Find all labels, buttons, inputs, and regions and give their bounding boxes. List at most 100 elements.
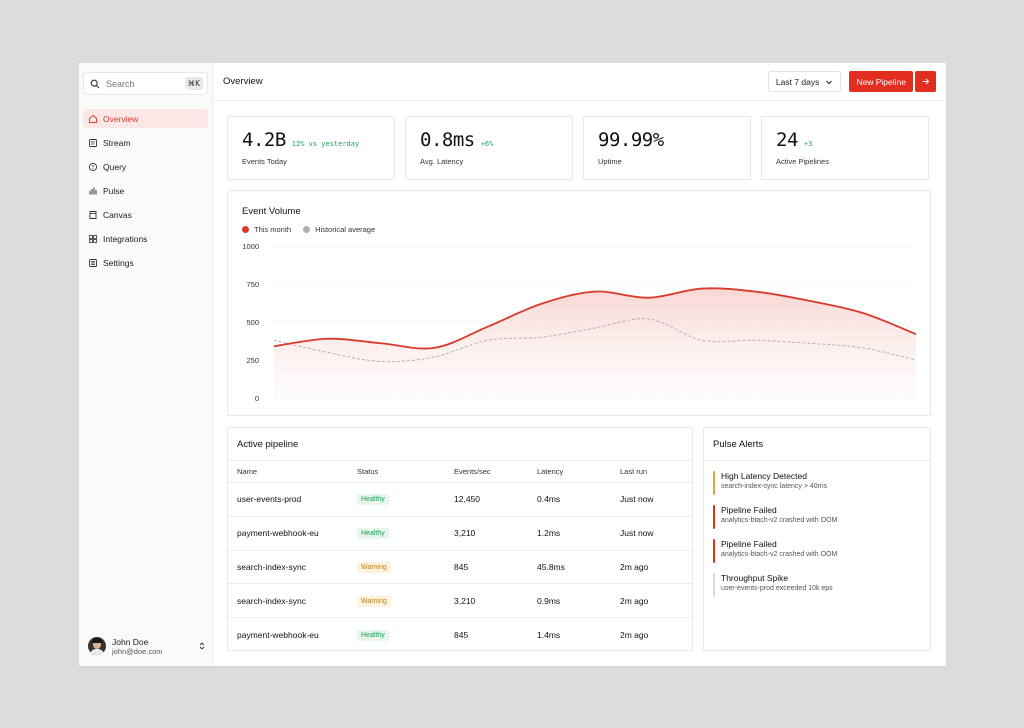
stat-value: 99.99% <box>598 129 664 151</box>
cell-last-run: 2m ago <box>620 630 649 641</box>
sidebar: ⌘K Overview Stream Query Pulse Canvas <box>79 63 213 666</box>
this-month-line <box>273 287 917 350</box>
legend-item-this-month: This month <box>242 225 291 234</box>
cell-name: payment-webhook-eu <box>237 630 319 641</box>
legend-label: This month <box>254 225 292 234</box>
cell-latency: 0.9ms <box>537 595 561 606</box>
stat-label: Events Today <box>242 157 287 166</box>
sidebar-item-label: Settings <box>103 257 134 268</box>
status-badge: Healthy <box>357 630 389 642</box>
stat-value: 24 <box>776 129 798 151</box>
top-bar: Overview Last 7 days New Pipeline <box>213 63 946 101</box>
search-box[interactable]: ⌘K <box>83 72 208 95</box>
y-tick-label: 250 <box>246 356 259 365</box>
user-name: John Doe <box>112 636 149 647</box>
sidebar-item-integrations[interactable]: Integrations <box>83 229 208 248</box>
cell-name: search-index-sync <box>237 595 306 606</box>
alert-title: Pipeline Failed <box>721 539 777 549</box>
y-tick-label: 750 <box>246 280 259 289</box>
sidebar-item-stream[interactable]: Stream <box>83 133 208 152</box>
sidebar-item-overview[interactable]: Overview <box>83 109 208 128</box>
sidebar-nav: Overview Stream Query Pulse Canvas Integ… <box>83 109 208 277</box>
cell-eps: 845 <box>454 630 469 641</box>
y-tick-label: 1000 <box>242 242 259 251</box>
query-icon <box>88 162 98 171</box>
integrations-icon <box>89 234 97 243</box>
table-row[interactable]: user-events-prod Healthy 12,450 0.4ms Ju… <box>228 483 692 517</box>
user-menu[interactable]: John Doe john@doe.com <box>88 634 206 658</box>
alert-desc: user-events-prod exceeded 10k eps <box>721 585 833 592</box>
stat-value: 0.8ms <box>420 129 475 151</box>
active-pipeline-card: Active pipeline Name Status Events/sec L… <box>227 427 693 651</box>
stat-delta: 12% vs yesterday <box>291 140 360 148</box>
alert-item[interactable]: Pipeline Failed analytics-btach-v2 crashe… <box>713 505 930 529</box>
sidebar-item-label: Overview <box>103 113 139 124</box>
alert-item[interactable]: High Latency Detected search-index-sync l… <box>713 471 930 495</box>
page-title: Overview <box>223 76 263 87</box>
alert-title: Throughput Spike <box>721 573 789 583</box>
alert-desc: analytics-btach-v2 crashed with OOM <box>721 517 838 524</box>
alerts-title: Pulse Alerts <box>704 428 930 461</box>
status-badge: Warning <box>357 561 391 573</box>
historical-average-line <box>273 318 917 363</box>
main-content: Overview Last 7 days New Pipeline 4.2B 12… <box>213 63 946 666</box>
alerts-list: High Latency Detected search-index-sync l… <box>704 461 930 597</box>
stat-label: Avg. Latency <box>420 157 464 166</box>
stat-delta: +6% <box>480 140 494 148</box>
alert-desc: search-index-sync latency > 40ms <box>721 483 828 490</box>
this-month-area <box>274 288 916 398</box>
alert-indicator <box>713 471 715 495</box>
arrow-button[interactable] <box>915 71 936 92</box>
pulse-icon <box>89 187 97 194</box>
cell-latency: 1.4ms <box>537 630 561 641</box>
alert-indicator <box>713 505 715 529</box>
sidebar-item-query[interactable]: Query <box>83 157 208 176</box>
date-range-select[interactable]: Last 7 days <box>767 71 842 92</box>
chart-legend: This month Historical average <box>242 225 387 234</box>
cell-latency: 0.4ms <box>537 494 561 505</box>
col-name: Name <box>237 467 258 476</box>
alert-item[interactable]: Throughput Spike user-events-prod exceede… <box>713 573 930 597</box>
chart-title: Event Volume <box>242 206 301 217</box>
search-input[interactable] <box>106 78 180 89</box>
legend-label: Historical average <box>315 225 376 234</box>
sidebar-item-canvas[interactable]: Canvas <box>83 205 208 224</box>
event-volume-card: 1000 750 500 250 0 Event Volume This month H… <box>227 190 931 416</box>
cell-eps: 3,210 <box>454 528 476 539</box>
stat-label: Active Pipelines <box>776 157 829 166</box>
table-row[interactable]: payment-webhook-eu Healthy 845 1.4ms 2m … <box>228 618 692 652</box>
table-row[interactable]: search-index-sync Warning 845 45.8ms 2m … <box>228 551 692 585</box>
table-row[interactable]: payment-webhook-eu Healthy 3,210 1.2ms J… <box>228 517 692 551</box>
stat-card-pipelines: 24 +3 Active Pipelines <box>761 116 929 180</box>
event-volume-chart: 1000 750 500 250 0 <box>242 242 917 403</box>
alert-desc: analytics-btach-v2 crashed with OOM <box>721 551 838 558</box>
pipeline-title: Active pipeline <box>228 428 692 461</box>
stat-value: 4.2B <box>242 129 286 151</box>
cell-last-run: 2m ago <box>620 595 649 606</box>
new-pipeline-button[interactable]: New Pipeline <box>849 71 913 92</box>
cell-latency: 45.8ms <box>537 561 565 572</box>
stat-delta: +3 <box>803 140 813 148</box>
cell-eps: 845 <box>454 561 469 572</box>
cell-eps: 3,210 <box>454 595 476 606</box>
legend-item-historical: Historical average <box>303 225 375 234</box>
sidebar-item-pulse[interactable]: Pulse <box>83 181 208 200</box>
stat-label: Uptime <box>598 157 622 166</box>
canvas-icon <box>89 210 97 219</box>
cell-eps: 12,450 <box>454 494 480 505</box>
cell-name: payment-webhook-eu <box>237 528 319 539</box>
sidebar-item-label: Integrations <box>103 233 148 244</box>
cell-name: user-events-prod <box>237 494 302 505</box>
home-icon <box>89 114 97 123</box>
table-row[interactable]: search-index-sync Warning 3,210 0.9ms 2m… <box>228 584 692 619</box>
status-badge: Healthy <box>357 528 389 540</box>
y-tick-label: 500 <box>246 318 259 327</box>
alert-indicator <box>713 573 715 597</box>
sidebar-item-settings[interactable]: Settings <box>83 253 208 272</box>
alert-item[interactable]: Pipeline Failed analytics-btach-v2 crashe… <box>713 539 930 563</box>
cell-name: search-index-sync <box>237 561 306 572</box>
col-eps: Events/sec <box>454 467 491 476</box>
chevron-up-down-icon[interactable] <box>198 641 206 651</box>
y-tick-label: 0 <box>255 394 259 403</box>
user-email: john@doe.com <box>112 646 163 656</box>
